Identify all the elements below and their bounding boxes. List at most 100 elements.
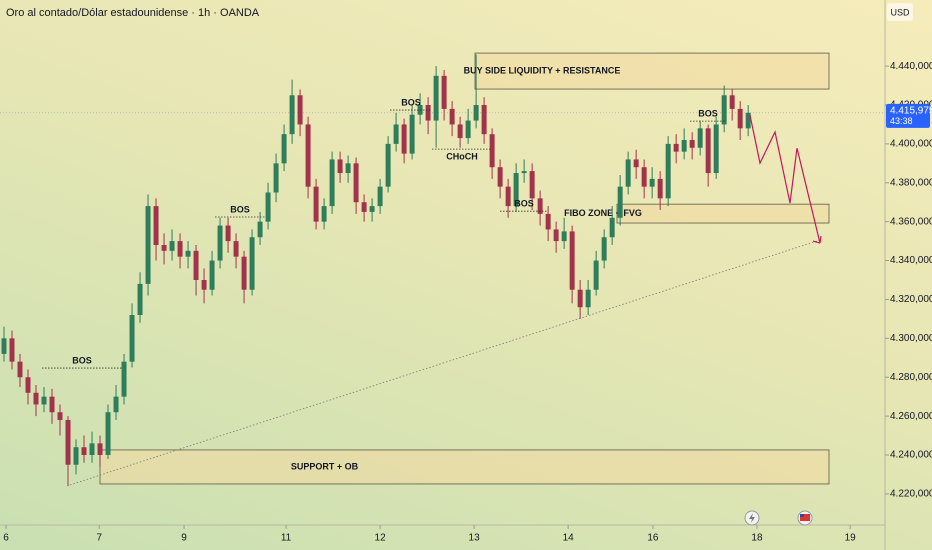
y-tick-label: 4.400,000 bbox=[890, 139, 932, 150]
candle-body bbox=[481, 105, 487, 135]
candle-body bbox=[537, 198, 543, 214]
candle-body bbox=[129, 315, 135, 362]
candle-body bbox=[281, 134, 287, 164]
candle-body bbox=[273, 163, 279, 193]
candle-body bbox=[169, 241, 175, 251]
candle-body bbox=[665, 143, 671, 199]
x-tick-label: 16 bbox=[647, 533, 659, 544]
zone-label: FIBO ZONE + FVG bbox=[564, 208, 642, 218]
x-tick-label: 19 bbox=[845, 533, 857, 544]
candle-body bbox=[345, 163, 351, 174]
candle-body bbox=[441, 75, 447, 109]
candle-body bbox=[737, 108, 743, 129]
candle-body bbox=[353, 163, 359, 203]
candle-body bbox=[681, 140, 687, 152]
y-tick-label: 4.240,000 bbox=[890, 450, 932, 461]
candle-body bbox=[185, 250, 191, 257]
currency: USD bbox=[890, 7, 910, 17]
candle-body bbox=[209, 260, 215, 290]
candle-body bbox=[313, 186, 319, 222]
candle-body bbox=[233, 241, 239, 257]
currency-badge[interactable] bbox=[887, 3, 913, 21]
candle-body bbox=[673, 143, 679, 152]
last-price-badge bbox=[886, 103, 930, 128]
candle-body bbox=[97, 443, 103, 455]
chart-title: Oro al contado/Dólar estadounidense · 1h… bbox=[6, 7, 260, 19]
y-tick-label: 4.260,000 bbox=[890, 411, 932, 422]
x-tick-label: 12 bbox=[375, 533, 387, 544]
candle-body bbox=[393, 124, 399, 144]
candle-body bbox=[57, 412, 63, 420]
candle-body bbox=[529, 171, 535, 199]
flag-icon bbox=[800, 514, 810, 521]
candle-body bbox=[241, 256, 247, 290]
x-tick-label: 14 bbox=[563, 533, 575, 544]
projection-path bbox=[749, 114, 821, 244]
candle-body bbox=[553, 229, 559, 242]
x-tick-label: 18 bbox=[751, 533, 763, 544]
candle-body bbox=[177, 241, 183, 257]
candle-body bbox=[649, 178, 655, 187]
candle-body bbox=[545, 213, 551, 230]
candle-body bbox=[569, 231, 575, 290]
candle-body bbox=[265, 192, 271, 222]
projection-arrowhead bbox=[812, 235, 822, 244]
candle-body bbox=[713, 124, 719, 174]
x-tick-label: 7 bbox=[96, 533, 102, 544]
candle-body bbox=[369, 206, 375, 212]
candle-body bbox=[17, 361, 23, 378]
zone-label: SUPPORT + OB bbox=[291, 461, 359, 471]
candle-body bbox=[601, 237, 607, 261]
candle-body bbox=[449, 108, 455, 125]
candle-body bbox=[145, 206, 151, 284]
structure-label: BOS bbox=[698, 109, 718, 119]
last-price-label: 4.415,975 bbox=[890, 105, 932, 116]
event-icons bbox=[744, 510, 813, 526]
candle-body bbox=[193, 250, 199, 280]
candle-body bbox=[33, 392, 39, 405]
trendline bbox=[69, 239, 821, 486]
candle-body bbox=[321, 206, 327, 222]
candle-body bbox=[49, 396, 55, 413]
candle-body bbox=[609, 217, 615, 238]
candle-body bbox=[457, 124, 463, 139]
candle-body bbox=[105, 412, 111, 455]
candle-body bbox=[433, 75, 439, 121]
y-tick-label: 4.320,000 bbox=[890, 294, 932, 305]
candle-body bbox=[9, 338, 15, 362]
candle-body bbox=[721, 95, 727, 125]
candle-body bbox=[113, 396, 119, 413]
y-tick-label: 4.220,000 bbox=[890, 489, 932, 500]
candle-body bbox=[625, 159, 631, 187]
candle-body bbox=[585, 289, 591, 308]
x-tick-label: 11 bbox=[281, 533, 292, 544]
candle-body bbox=[473, 105, 479, 121]
candle-body bbox=[201, 280, 207, 290]
y-tick-label: 4.340,000 bbox=[890, 255, 932, 266]
candle-body bbox=[89, 443, 95, 455]
candle-body bbox=[409, 114, 415, 154]
x-tick-label: 13 bbox=[469, 533, 481, 544]
y-tick-label: 4.380,000 bbox=[890, 177, 932, 188]
candle-body bbox=[65, 420, 71, 465]
candle-body bbox=[257, 221, 263, 238]
candle-body bbox=[521, 171, 527, 174]
candle-body bbox=[1, 338, 7, 354]
candle-body bbox=[337, 159, 343, 174]
candle-body bbox=[81, 447, 87, 455]
candle-body bbox=[577, 289, 583, 308]
y-tick-label: 4.440,000 bbox=[890, 61, 932, 72]
candle-body bbox=[153, 206, 159, 245]
candle-body bbox=[385, 143, 391, 187]
countdown: 43:38 bbox=[890, 116, 913, 126]
zone bbox=[616, 203, 830, 224]
structure-label: BOS bbox=[401, 97, 421, 107]
y-tick-label: 4.300,000 bbox=[890, 333, 932, 344]
y-tick-label: 4.280,000 bbox=[890, 372, 932, 383]
candle-body bbox=[593, 260, 599, 290]
candle-body bbox=[705, 128, 711, 174]
candle-body bbox=[377, 186, 383, 207]
candles bbox=[1, 54, 751, 487]
candle-body bbox=[73, 447, 79, 465]
zone-label: BUY SIDE LIQUIDITY + RESISTANCE bbox=[464, 65, 621, 75]
